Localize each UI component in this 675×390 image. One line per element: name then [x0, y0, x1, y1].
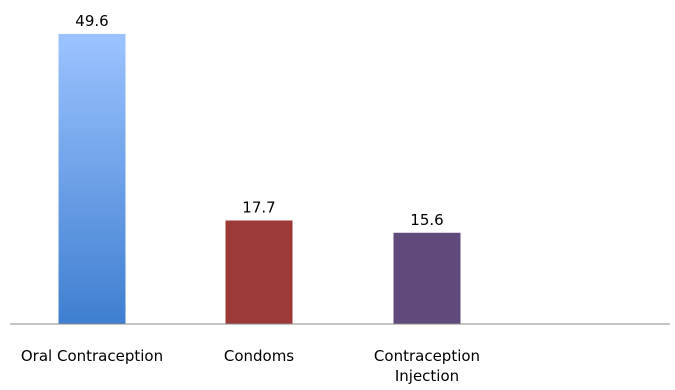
- data-label-0: 49.6: [75, 12, 108, 30]
- bar-2: [393, 232, 461, 324]
- category-label-2-0: Contraception: [374, 347, 480, 365]
- bar-1: [225, 220, 293, 324]
- category-label-0-0: Oral Contraception: [21, 347, 163, 365]
- bar-0: [58, 33, 126, 324]
- category-label-2-1: Injection: [395, 367, 459, 385]
- bars-group: [58, 33, 461, 324]
- category-label-1-0: Condoms: [224, 347, 294, 365]
- data-label-1: 17.7: [242, 198, 275, 216]
- labels-group: 49.6 Oral Contraception 17.7 Condoms 15.6 Con…: [21, 12, 480, 385]
- data-label-2: 15.6: [410, 211, 443, 229]
